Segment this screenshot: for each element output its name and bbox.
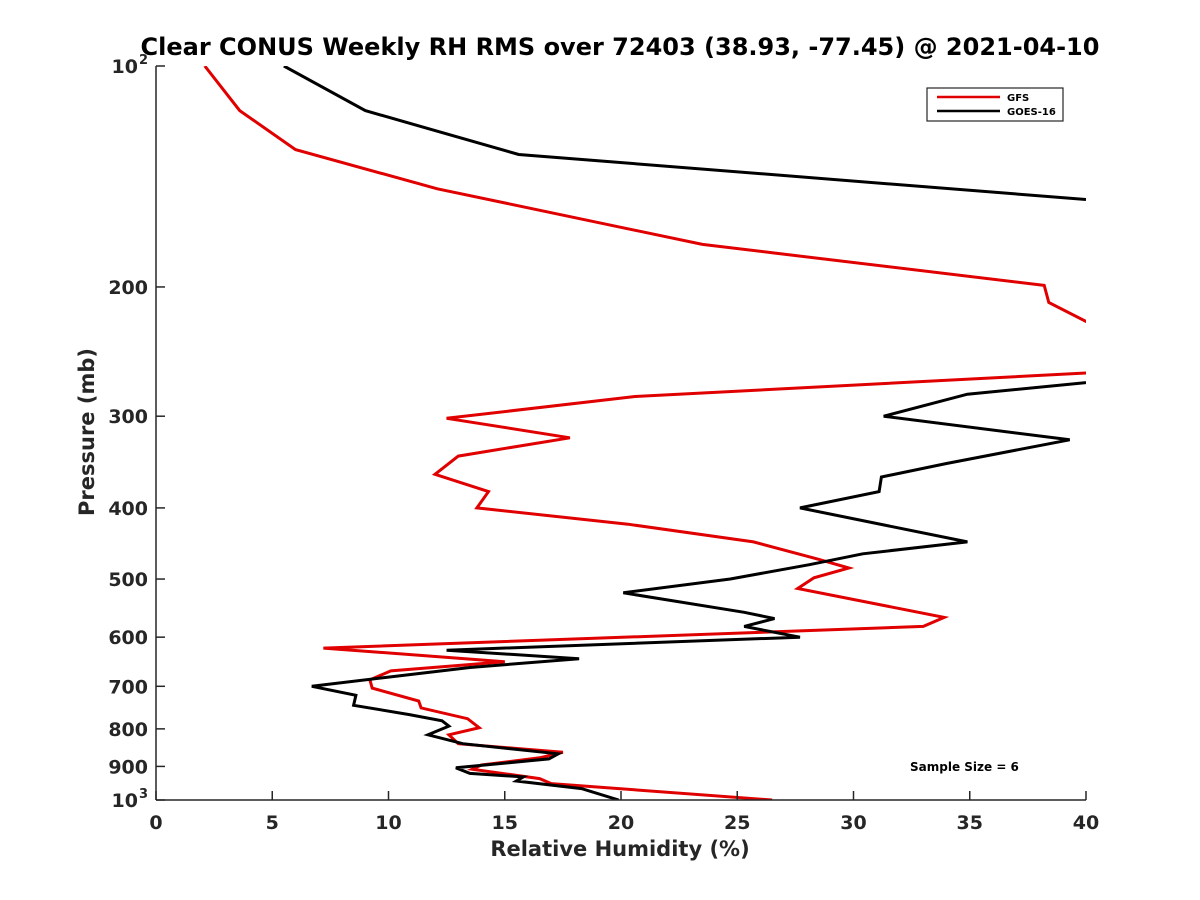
y-axis-label: Pressure (mb) [75,348,99,516]
series-line-gfs [203,66,1086,800]
x-tick-label: 5 [266,812,279,834]
y-tick-label: 10 [112,56,138,78]
y-tick-label: 600 [108,627,148,649]
x-tick-label: 35 [957,812,983,834]
sample-size-annotation: Sample Size = 6 [910,760,1019,774]
x-tick-label: 15 [492,812,518,834]
plot-area: 0 5 10 15 20 25 30 35 40 10 220030040050060070080… [108,53,1099,834]
y-tick-label: 300 [108,406,148,428]
x-tick-label: 0 [149,812,162,834]
x-tick-label: 30 [840,812,866,834]
x-axis-label: Relative Humidity (%) [490,837,749,861]
y-tick-exponent: 2 [139,53,148,68]
y-tick-label: 400 [108,498,148,520]
y-tick-label: 800 [108,719,148,741]
y-tick-label: 700 [108,676,148,698]
y-tick-label: 200 [108,277,148,299]
legend-label-goes16: GOES-16 [1007,107,1056,118]
legend-label-gfs: GFS [1007,93,1029,104]
y-tick-label: 500 [108,569,148,591]
y-tick-label: 900 [108,756,148,778]
chart-title: Clear CONUS Weekly RH RMS over 72403 (38… [141,33,1100,61]
y-tick-label: 10 [112,790,138,812]
legend: GFS GOES-16 [926,87,1064,122]
series-layer [203,66,1086,800]
x-tick-label: 10 [375,812,401,834]
x-tick-label: 25 [724,812,750,834]
y-tick-exponent: 3 [139,787,148,802]
x-tick-label: 40 [1073,812,1099,834]
x-tick-label: 20 [608,812,634,834]
x-axis-ticks: 0 5 10 15 20 25 30 35 40 [149,791,1099,834]
legend-box [926,87,1064,122]
series-line-goes16 [283,66,1086,800]
